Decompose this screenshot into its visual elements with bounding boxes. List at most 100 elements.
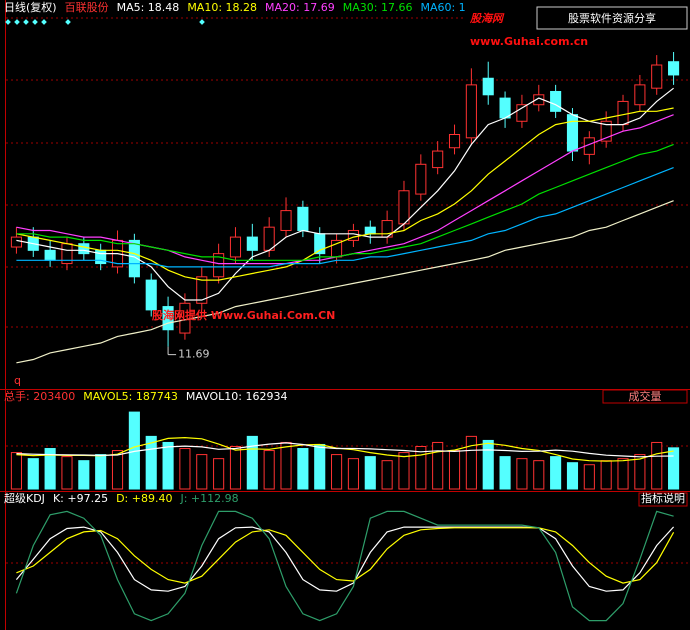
watermark-box	[466, 0, 690, 52]
marker	[23, 19, 29, 25]
volume-bar	[381, 460, 393, 490]
candle-body	[213, 253, 225, 278]
volume-bar	[364, 456, 376, 490]
candle-body	[44, 249, 56, 261]
candle-body	[229, 236, 242, 258]
candle-body	[465, 84, 477, 139]
candle-body	[668, 61, 680, 76]
volume-bar	[331, 454, 343, 490]
volume-bar	[516, 458, 528, 490]
volume-bar	[533, 460, 545, 490]
candle-body	[280, 210, 292, 231]
series-line	[16, 442, 674, 458]
volume-bar	[499, 456, 511, 490]
legend-entry: MA20: 17.69	[265, 1, 335, 14]
volume-bar	[600, 460, 612, 490]
period-label: 日线(复权)	[4, 0, 57, 14]
volume-bar	[179, 448, 191, 490]
candle-body	[516, 104, 528, 122]
candle-body	[651, 64, 663, 89]
volume-bar	[27, 458, 39, 490]
candle-body	[364, 226, 376, 235]
overlay: q 股海网提供 Www.Guhai.Com.CN 股海网 股票软件资源分享 ww…	[14, 0, 690, 387]
stock-name: 百联股份	[65, 1, 109, 14]
volume-bar	[634, 454, 646, 490]
legend-entry: MA5: 18.48	[117, 1, 180, 14]
candle-body	[78, 243, 90, 255]
series-line	[16, 167, 674, 268]
volume-bar	[314, 443, 326, 490]
watermark-overlay: 股海网提供 Www.Guhai.Com.CN	[152, 308, 335, 322]
volume-bar	[415, 446, 427, 490]
candle-body	[145, 279, 157, 311]
marker	[32, 19, 38, 25]
candle-body	[482, 77, 494, 96]
candle-body	[566, 114, 579, 152]
volume-bar	[111, 450, 124, 490]
panel-button-label[interactable]: 成交量	[629, 389, 662, 403]
panel-button-label[interactable]: 指标说明	[641, 491, 685, 505]
watermark-logo: 股海网	[469, 12, 505, 25]
candle-body	[162, 306, 174, 331]
volume-bar	[347, 458, 359, 490]
candle-body	[617, 100, 629, 126]
candle-body	[550, 90, 562, 112]
volume-bar	[263, 450, 275, 490]
watermark-tag-box	[536, 6, 688, 30]
candle-body	[415, 163, 427, 195]
volume-bar	[246, 435, 258, 490]
marker	[65, 19, 71, 25]
marker	[5, 19, 11, 25]
volume-bar	[213, 458, 225, 490]
candle-body	[600, 120, 612, 142]
marker	[41, 19, 47, 25]
series-line	[16, 107, 674, 281]
volume-bar	[465, 435, 477, 490]
volume-bar	[550, 456, 562, 490]
candle-body	[448, 134, 461, 149]
volume-bar	[668, 447, 680, 490]
candle-body	[347, 229, 359, 241]
series-line	[16, 200, 674, 364]
panel-button[interactable]	[638, 492, 688, 507]
candle-body	[128, 239, 140, 278]
series-line	[15, 510, 674, 622]
legend-entry: MAVOL10: 162934	[186, 390, 288, 403]
legend-entry: K: +97.25	[53, 492, 108, 505]
volume-bar	[162, 441, 174, 490]
candle-body	[10, 236, 22, 248]
volume-bar	[617, 458, 629, 490]
candle-body	[246, 236, 258, 251]
legend-entry: MAVOL5: 187743	[83, 390, 178, 403]
series-line	[16, 143, 674, 261]
legend-entry: J: +112.98	[179, 492, 238, 505]
volume-bar	[482, 439, 494, 490]
legend-entry: MA30: 17.66	[343, 1, 413, 14]
watermark-tagline: 股票软件资源分享	[568, 11, 656, 25]
corner-mark: q	[14, 374, 21, 387]
watermark-url: www.Guhai.com.cn	[470, 35, 588, 48]
series-line	[16, 87, 674, 301]
volume-bar	[448, 450, 461, 490]
marker	[199, 19, 205, 25]
volume-bar	[10, 452, 22, 490]
volume-bar	[280, 441, 292, 490]
volume-bar	[61, 456, 73, 490]
marker	[14, 19, 20, 25]
series-line	[15, 526, 675, 592]
candle-body	[634, 84, 646, 106]
panel-title: 总手: 203400	[4, 389, 75, 403]
legend-entry: D: +89.40	[116, 492, 172, 505]
volume-bar	[398, 452, 410, 490]
volume-bar	[229, 446, 242, 490]
candle-body	[297, 206, 309, 231]
candle-body	[432, 150, 444, 169]
signal-markers	[5, 19, 205, 25]
candle-body	[398, 190, 410, 225]
volume-bar	[78, 460, 90, 490]
volume-bar	[651, 441, 663, 490]
volume-bar	[95, 454, 107, 490]
panel-button[interactable]	[602, 389, 688, 404]
